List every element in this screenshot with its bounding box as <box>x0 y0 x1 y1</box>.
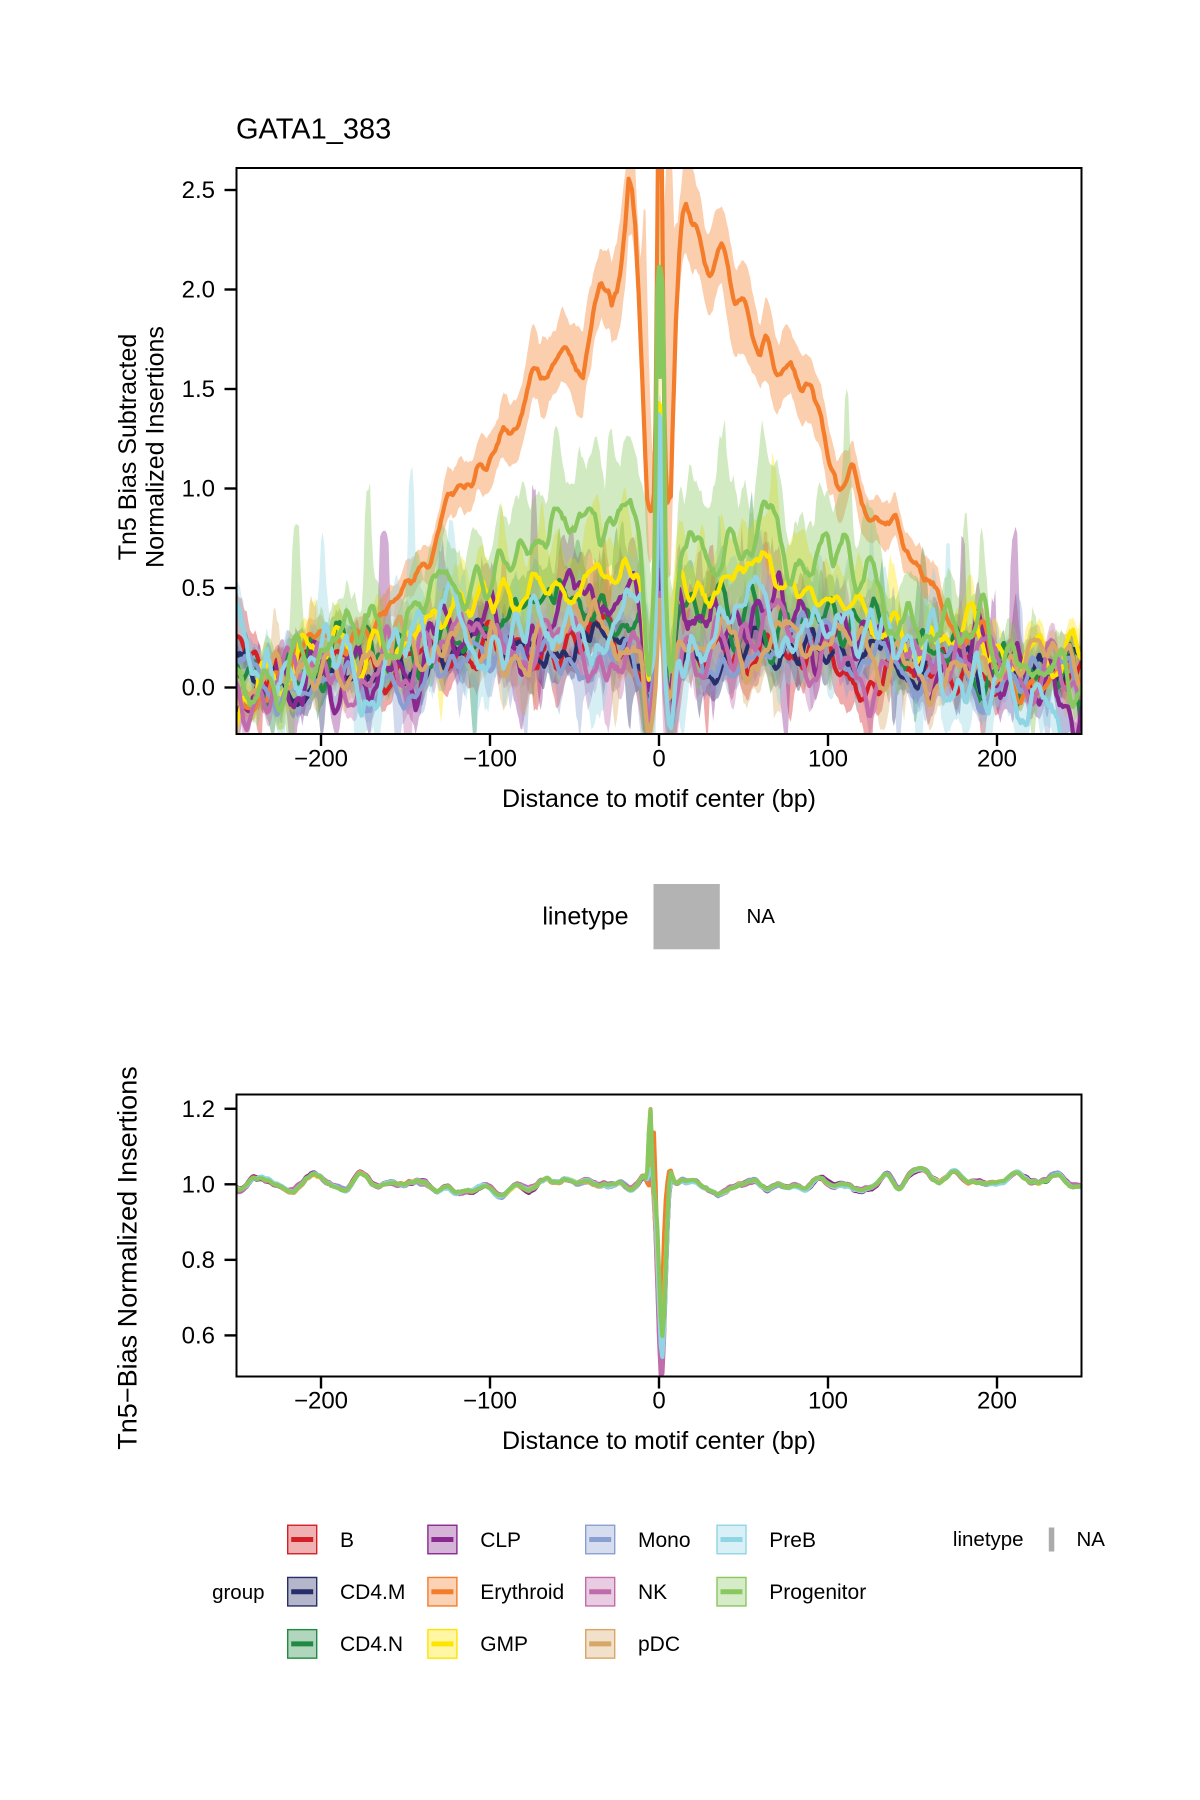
svg-text:CD4.N: CD4.N <box>340 1633 403 1656</box>
svg-text:Distance to motif center (bp): Distance to motif center (bp) <box>502 785 816 813</box>
svg-text:100: 100 <box>808 1388 848 1415</box>
svg-text:200: 200 <box>977 1388 1017 1415</box>
svg-text:0.5: 0.5 <box>182 575 215 602</box>
svg-text:2.0: 2.0 <box>182 277 215 304</box>
svg-text:Tn5 Bias Subtracted: Tn5 Bias Subtracted <box>114 334 142 561</box>
svg-text:NA: NA <box>1077 1528 1106 1551</box>
svg-text:Normalized Insertions: Normalized Insertions <box>142 326 170 568</box>
svg-text:0.8: 0.8 <box>182 1247 215 1274</box>
svg-text:linetype: linetype <box>953 1528 1024 1551</box>
svg-text:1.5: 1.5 <box>182 376 215 403</box>
svg-text:−200: −200 <box>294 746 348 773</box>
svg-text:2.5: 2.5 <box>182 177 215 204</box>
svg-text:−100: −100 <box>463 1388 517 1415</box>
svg-text:1.0: 1.0 <box>182 476 215 503</box>
svg-text:1.2: 1.2 <box>182 1096 215 1123</box>
svg-text:CD4.M: CD4.M <box>340 1581 405 1604</box>
svg-text:NA: NA <box>747 905 776 928</box>
svg-text:Erythroid: Erythroid <box>480 1581 564 1604</box>
svg-text:CLP: CLP <box>480 1529 521 1552</box>
svg-text:−200: −200 <box>294 1388 348 1415</box>
svg-text:pDC: pDC <box>638 1633 680 1656</box>
svg-text:0.6: 0.6 <box>182 1323 215 1350</box>
svg-text:1.0: 1.0 <box>182 1172 215 1199</box>
svg-text:group: group <box>212 1581 264 1604</box>
svg-text:Tn5−Bias Normalized Insertions: Tn5−Bias Normalized Insertions <box>113 1066 143 1449</box>
svg-text:0: 0 <box>652 746 665 773</box>
svg-text:GATA1_383: GATA1_383 <box>236 114 391 146</box>
svg-text:B: B <box>340 1529 354 1552</box>
svg-text:GMP: GMP <box>480 1633 528 1656</box>
svg-text:PreB: PreB <box>769 1529 816 1552</box>
svg-text:Mono: Mono <box>638 1529 691 1552</box>
svg-text:−100: −100 <box>463 746 517 773</box>
svg-text:100: 100 <box>808 746 848 773</box>
svg-text:NK: NK <box>638 1581 667 1604</box>
svg-text:Distance to motif center (bp): Distance to motif center (bp) <box>502 1427 816 1455</box>
svg-text:200: 200 <box>977 746 1017 773</box>
svg-text:Progenitor: Progenitor <box>769 1581 866 1604</box>
svg-text:linetype: linetype <box>542 903 628 931</box>
svg-text:0: 0 <box>652 1388 665 1415</box>
svg-text:0.0: 0.0 <box>182 675 215 702</box>
